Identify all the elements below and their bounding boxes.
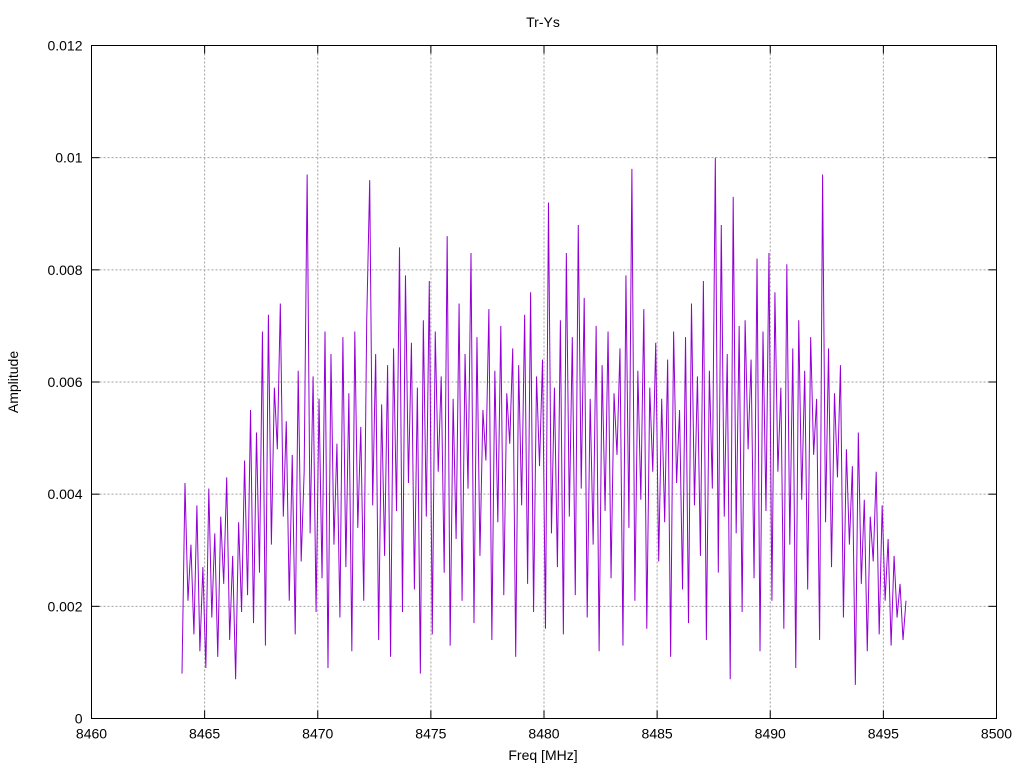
x-tick-label: 8495 [868, 726, 899, 742]
x-axis: 8460 8465 8470 8475 8480 8485 8490 8495 8500 [76, 45, 1012, 742]
grid-lines [91, 45, 997, 719]
plot-frame [91, 45, 997, 719]
x-tick-label: 8485 [642, 726, 673, 742]
x-tick-label: 8470 [302, 726, 333, 742]
y-tick-label: 0.01 [55, 150, 82, 166]
y-axis: 0 0.002 0.004 0.006 0.008 0.01 0.012 [47, 38, 997, 727]
x-axis-label: Freq [MHz] [508, 747, 577, 763]
y-tick-label: 0.004 [47, 486, 82, 502]
y-axis-label: Amplitude [5, 351, 21, 413]
x-tick-label: 8480 [528, 726, 559, 742]
x-tick-label: 8465 [189, 726, 220, 742]
x-tick-label: 8475 [415, 726, 446, 742]
series-group [181, 157, 907, 685]
y-tick-label: 0.008 [47, 262, 82, 278]
x-tick-label: 8460 [76, 726, 107, 742]
chart-title: Tr-Ys [526, 14, 560, 30]
x-tick-label: 8490 [755, 726, 786, 742]
y-tick-label: 0.012 [47, 38, 82, 54]
x-tick-label: 8500 [981, 726, 1012, 742]
y-tick-label: 0 [75, 711, 83, 727]
y-tick-label: 0.006 [47, 374, 82, 390]
y-tick-label: 0.002 [47, 598, 82, 614]
series-line [181, 157, 907, 685]
